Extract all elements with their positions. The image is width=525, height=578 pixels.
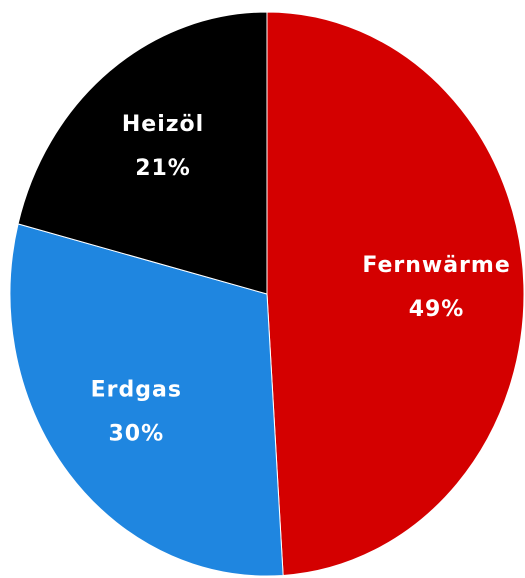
slice-label: Erdgas	[91, 378, 182, 403]
pie-slice	[17, 11, 268, 295]
value-label: 30%	[108, 422, 164, 447]
slice-label: Heizöl	[122, 112, 204, 137]
value-label: 21%	[135, 156, 191, 181]
slice-label: Fernwärme	[362, 253, 510, 278]
pie-slice	[266, 11, 525, 576]
pie-slice	[9, 223, 284, 577]
value-label: 49%	[409, 297, 465, 322]
